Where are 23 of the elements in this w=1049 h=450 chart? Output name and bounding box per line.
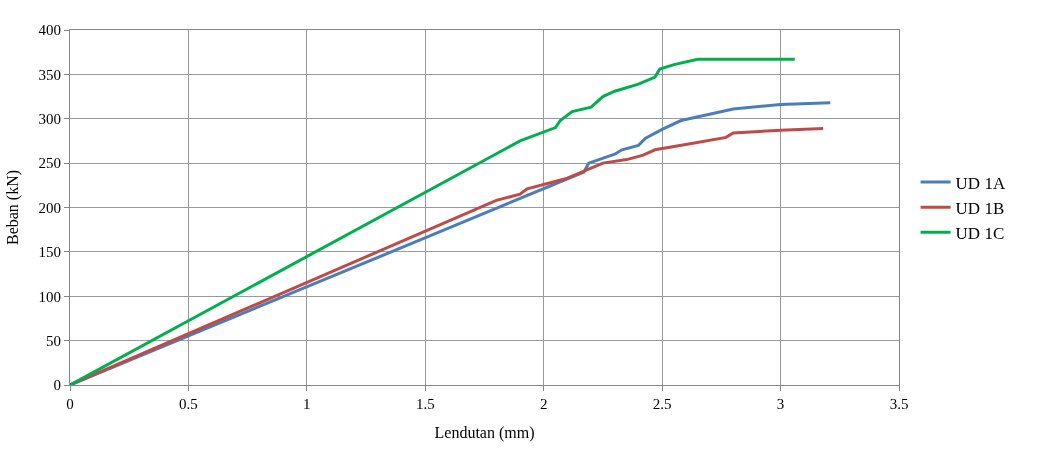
x-tick-label: 1 xyxy=(303,396,311,412)
y-tick-label: 50 xyxy=(46,332,61,349)
y-tick-label: 250 xyxy=(38,155,61,172)
x-tick-label: 0 xyxy=(66,396,74,412)
legend-label: UD 1B xyxy=(955,198,1005,218)
x-tick-label: 1.5 xyxy=(415,396,435,412)
x-tick-label: 0.5 xyxy=(179,396,198,412)
x-tick-label: 3.5 xyxy=(889,396,909,412)
legend-label: UD 1A xyxy=(955,173,1006,193)
x-axis-title: Lendutan (mm) xyxy=(434,423,535,442)
y-axis-title: Beban (kN) xyxy=(4,169,23,246)
x-tick-label: 2 xyxy=(539,396,548,412)
x-tick-label: 3 xyxy=(776,396,785,412)
y-tick-label: 300 xyxy=(38,111,61,127)
y-tick-label: 350 xyxy=(38,66,61,83)
legend-label: UD 1C xyxy=(955,223,1005,243)
y-tick-label: 150 xyxy=(38,244,61,261)
y-tick-label: 100 xyxy=(38,288,61,305)
y-tick-label: 400 xyxy=(38,22,61,39)
y-tick-label: 0 xyxy=(53,377,61,394)
x-tick-label: 2.5 xyxy=(652,396,672,412)
y-tick-label: 200 xyxy=(38,199,61,216)
line-series xyxy=(70,57,797,385)
